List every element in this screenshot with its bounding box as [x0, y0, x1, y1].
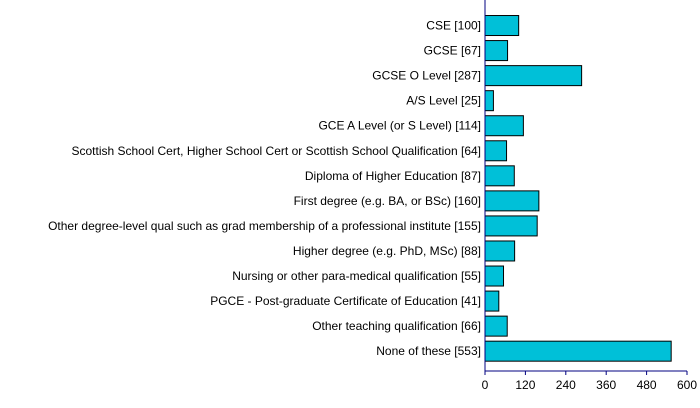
x-tick-label: 480 — [637, 378, 657, 392]
bar — [484, 290, 500, 312]
category-label: Other degree-level qual such as grad mem… — [48, 219, 481, 233]
bar — [484, 190, 540, 212]
bar — [484, 140, 508, 162]
x-tick-label: 600 — [677, 378, 697, 392]
category-label: GCSE O Level [287] — [372, 69, 481, 83]
bar — [484, 65, 583, 87]
x-ticks-group: 0 120 240 360 480 600 — [482, 371, 697, 392]
bar — [484, 265, 505, 287]
bar — [484, 240, 516, 262]
bar — [484, 90, 494, 112]
x-tick-label: 240 — [556, 378, 576, 392]
x-tick-label: 120 — [515, 378, 535, 392]
bar — [484, 315, 508, 337]
category-label: Diploma of Higher Education [87] — [305, 169, 481, 183]
category-label: Nursing or other para-medical qualificat… — [232, 269, 481, 283]
category-label: A/S Level [25] — [406, 94, 481, 108]
category-label: First degree (e.g. BA, or BSc) [160] — [294, 194, 481, 208]
category-label: Other teaching qualification [66] — [312, 319, 481, 333]
category-label: CSE [100] — [426, 19, 481, 33]
bar — [484, 115, 524, 137]
category-label: GCSE [67] — [424, 44, 481, 58]
category-label: PGCE - Post-graduate Certificate of Educ… — [210, 294, 481, 308]
bars-group — [484, 15, 672, 362]
category-label: None of these [553] — [376, 344, 481, 358]
category-label: GCE A Level (or S Level) [114] — [318, 119, 481, 133]
category-label: Higher degree (e.g. PhD, MSc) [88] — [293, 244, 481, 258]
bar — [484, 15, 520, 37]
category-labels-group: CSE [100] GCSE [67] GCSE O Level [287] A/S … — [48, 19, 481, 359]
bar — [484, 165, 515, 187]
x-tick-label: 0 — [482, 378, 489, 392]
bar — [484, 40, 509, 62]
category-label: Scottish School Cert, Higher School Cert… — [71, 144, 481, 158]
bar — [484, 340, 672, 362]
x-tick-label: 360 — [596, 378, 616, 392]
bar — [484, 215, 538, 237]
